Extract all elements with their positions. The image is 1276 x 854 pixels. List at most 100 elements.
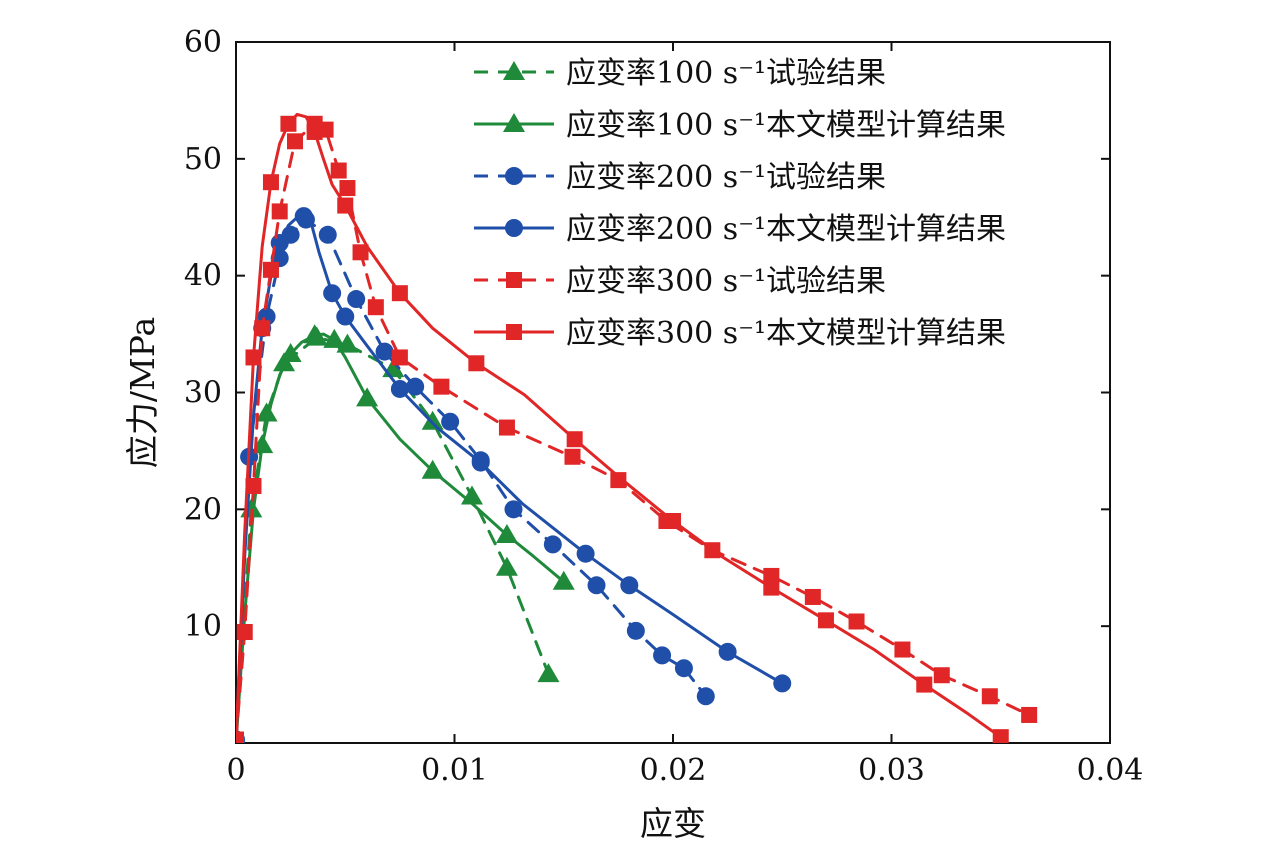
- data-point: [894, 641, 911, 658]
- data-point: [610, 472, 627, 489]
- data-point: [564, 448, 581, 465]
- data-point: [566, 431, 583, 448]
- series-line: [236, 122, 1031, 741]
- data-point: [318, 225, 337, 244]
- x-tick-label: 0.01: [421, 753, 488, 788]
- y-tick-label: 30: [184, 376, 222, 411]
- legend-marker: [505, 219, 523, 237]
- data-point: [433, 378, 450, 395]
- data-point: [718, 642, 737, 661]
- legend-label: 应变率100 s⁻¹本文模型计算结果: [566, 108, 1006, 143]
- legend-label: 应变率300 s⁻¹试验结果: [566, 264, 886, 299]
- data-point: [933, 667, 950, 684]
- data-point: [674, 659, 693, 678]
- data-point: [421, 410, 444, 430]
- data-point: [587, 576, 606, 595]
- legend-item: 应变率300 s⁻¹试验结果: [474, 264, 886, 299]
- data-point: [279, 342, 302, 362]
- y-tick-label: 10: [184, 609, 222, 644]
- data-point: [576, 544, 595, 563]
- data-point: [303, 324, 326, 344]
- data-point: [543, 535, 562, 554]
- x-tick-label: 0.03: [858, 753, 925, 788]
- y-axis-title: 应力/MPa: [123, 317, 162, 468]
- data-point: [390, 379, 409, 398]
- legend-item: 应变率100 s⁻¹试验结果: [474, 56, 886, 91]
- series-line: [236, 112, 1003, 743]
- data-point: [330, 162, 347, 179]
- legend-label: 应变率200 s⁻¹本文模型计算结果: [566, 212, 1006, 247]
- data-point: [336, 307, 355, 326]
- data-point: [236, 735, 244, 743]
- data-point: [352, 244, 369, 261]
- legend-item: 应变率200 s⁻¹试验结果: [474, 160, 886, 195]
- data-point: [468, 355, 485, 372]
- data-point: [981, 688, 998, 705]
- x-tick-label: 0.02: [640, 753, 707, 788]
- data-point: [280, 115, 297, 132]
- legend-marker: [503, 61, 525, 80]
- y-tick-label: 50: [184, 142, 222, 177]
- data-point: [375, 342, 394, 361]
- data-point: [1021, 706, 1038, 723]
- data-point: [391, 349, 408, 366]
- data-point: [495, 524, 518, 544]
- data-point: [347, 290, 366, 309]
- legend-label: 应变率100 s⁻¹试验结果: [566, 56, 886, 91]
- series-2: [236, 324, 575, 743]
- data-point: [271, 203, 288, 220]
- data-point: [696, 687, 715, 706]
- data-point: [804, 588, 821, 605]
- y-tick-label: 60: [184, 25, 222, 60]
- data-point: [552, 570, 575, 590]
- x-axis-title: 应变: [640, 804, 706, 843]
- data-point: [245, 349, 262, 366]
- data-point: [255, 402, 278, 422]
- data-point: [665, 513, 681, 530]
- data-point: [391, 285, 408, 302]
- data-point: [504, 500, 523, 519]
- data-point: [441, 412, 460, 431]
- data-point: [262, 174, 279, 191]
- series-markers: [236, 115, 1009, 743]
- legend-marker: [506, 272, 522, 288]
- data-point: [306, 123, 323, 140]
- series-4: [236, 207, 792, 743]
- data-point: [817, 612, 834, 629]
- data-point: [339, 180, 356, 197]
- x-tick-label: 0.04: [1077, 753, 1144, 788]
- legend-item: 应变率200 s⁻¹本文模型计算结果: [474, 212, 1006, 247]
- legend-label: 应变率200 s⁻¹试验结果: [566, 160, 886, 195]
- data-point: [773, 674, 792, 693]
- series-6: [236, 112, 1009, 743]
- legend-label: 应变率300 s⁻¹本文模型计算结果: [566, 316, 1006, 351]
- data-point: [626, 621, 645, 640]
- data-point: [421, 459, 444, 479]
- data-point: [367, 299, 384, 316]
- data-point: [620, 576, 639, 595]
- data-point: [848, 613, 865, 630]
- data-point: [356, 387, 379, 407]
- data-point: [471, 453, 490, 472]
- data-point: [337, 197, 354, 214]
- x-tick-label: 0: [226, 753, 245, 788]
- data-point: [498, 419, 515, 436]
- axis-ticks: 0 0.01 0.02 0.03 0.04 10 20 30 40 50 60: [184, 25, 1144, 788]
- legend-item: 应变率300 s⁻¹本文模型计算结果: [474, 316, 1006, 351]
- data-point: [495, 556, 518, 576]
- data-point: [262, 261, 279, 278]
- data-point: [294, 207, 313, 226]
- data-point: [763, 579, 780, 596]
- y-tick-label: 40: [184, 259, 222, 294]
- data-point: [323, 328, 346, 348]
- legend-item: 应变率100 s⁻¹本文模型计算结果: [474, 108, 1006, 143]
- legend-marker: [503, 113, 525, 132]
- data-point: [406, 377, 425, 396]
- data-point: [916, 676, 933, 693]
- y-tick-label: 20: [184, 492, 222, 527]
- legend-marker: [505, 167, 523, 185]
- data-point: [323, 284, 342, 303]
